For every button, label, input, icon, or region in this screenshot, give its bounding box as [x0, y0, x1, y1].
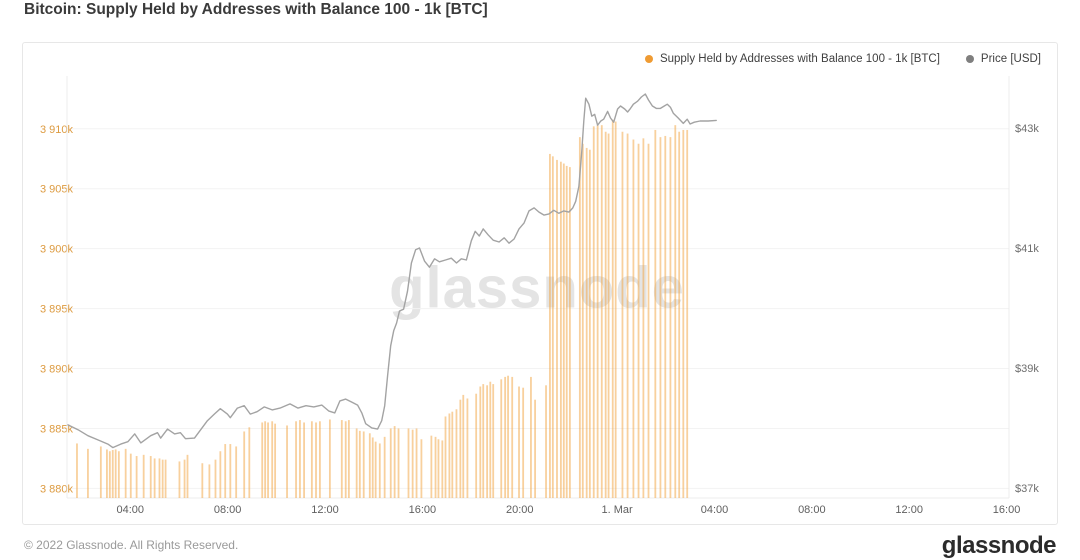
- chart-svg[interactable]: 3 880k 3 885k 3 890k 3 895k 3 900k 3 905k 3 91…: [23, 43, 1057, 524]
- svg-text:12:00: 12:00: [311, 504, 339, 516]
- legend-item-supply-label: Supply Held by Addresses with Balance 10…: [659, 53, 940, 65]
- glassnode-watermark: glassnode: [389, 255, 685, 321]
- svg-text:16:00: 16:00: [409, 504, 437, 516]
- chart-legend: Supply Held by Addresses with Balance 10…: [644, 53, 1041, 65]
- svg-text:3 905k: 3 905k: [40, 184, 74, 196]
- svg-text:04:00: 04:00: [701, 504, 729, 516]
- svg-text:20:00: 20:00: [506, 504, 534, 516]
- svg-text:$37k: $37k: [1015, 483, 1039, 495]
- svg-text:04:00: 04:00: [117, 504, 145, 516]
- svg-text:3 895k: 3 895k: [40, 304, 74, 316]
- svg-text:08:00: 08:00: [214, 504, 242, 516]
- svg-text:12:00: 12:00: [895, 504, 923, 516]
- svg-text:1. Mar: 1. Mar: [602, 504, 634, 516]
- svg-text:08:00: 08:00: [798, 504, 826, 516]
- svg-text:16:00: 16:00: [993, 504, 1021, 516]
- legend-item-supply[interactable]: Supply Held by Addresses with Balance 10…: [644, 53, 940, 65]
- svg-text:3 880k: 3 880k: [40, 483, 74, 495]
- svg-text:3 885k: 3 885k: [40, 423, 74, 435]
- page-title: Bitcoin: Supply Held by Addresses with B…: [24, 1, 488, 18]
- price-legend-dot-icon: [965, 55, 974, 63]
- svg-text:$41k: $41k: [1015, 243, 1039, 255]
- svg-text:3 910k: 3 910k: [40, 124, 74, 136]
- svg-text:$39k: $39k: [1015, 363, 1039, 375]
- svg-text:$43k: $43k: [1015, 123, 1039, 135]
- legend-item-price-label: Price [USD]: [980, 53, 1041, 65]
- legend-item-price[interactable]: Price [USD]: [965, 53, 1041, 65]
- svg-text:3 890k: 3 890k: [40, 364, 74, 376]
- supply-legend-dot-icon: [644, 55, 653, 63]
- glassnode-logo[interactable]: glassnode: [941, 532, 1057, 559]
- footer-copyright: © 2022 Glassnode. All Rights Reserved.: [24, 538, 239, 552]
- chart-card: Supply Held by Addresses with Balance 10…: [22, 42, 1058, 525]
- svg-text:3 900k: 3 900k: [40, 244, 74, 256]
